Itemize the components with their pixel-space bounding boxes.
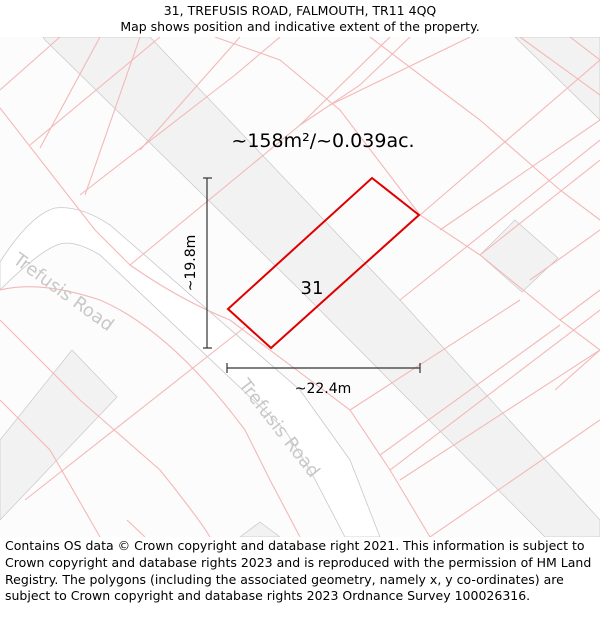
copyright-notice: Contains OS data © Crown copyright and d… — [5, 538, 592, 604]
property-boundary[interactable] — [226, 176, 421, 350]
map-header: 31, TREFUSIS ROAD, FALMOUTH, TR11 4QQ Ma… — [0, 0, 600, 37]
area-label: ~158m²/~0.039ac. — [231, 130, 414, 152]
property-map[interactable]: Trefusis Road Trefusis Road 31 ~158m²/~0… — [0, 37, 600, 537]
road-trefusis — [0, 207, 381, 537]
map-subtitle: Map shows position and indicative extent… — [120, 19, 480, 34]
property-address: 31, TREFUSIS ROAD, FALMOUTH, TR11 4QQ — [163, 3, 437, 18]
width-measure-label: ~22.4m — [295, 381, 352, 397]
road-label-trefusis-1: Trefusis Road — [8, 248, 117, 335]
parcel-boundaries — [0, 37, 600, 537]
height-measure-label: ~19.8m — [183, 235, 199, 292]
width-measure — [226, 363, 421, 373]
height-measure — [203, 177, 212, 349]
plot-number: 31 — [301, 278, 324, 299]
